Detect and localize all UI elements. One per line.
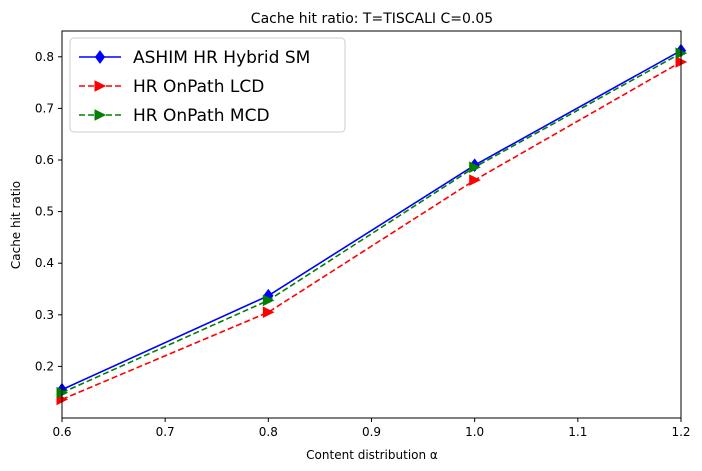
data-point [469,161,481,174]
x-axis-label: Content distribution α [306,448,438,462]
y-tick-label: 0.4 [35,256,54,270]
legend-marker [94,50,106,64]
y-tick-label: 0.7 [35,101,54,115]
y-tick-label: 0.8 [35,50,54,64]
x-tick-label: 0.9 [362,425,381,439]
y-axis: 0.2 0.3 0.4 0.5 0.6 0.7 0.8 [35,50,62,373]
legend-marker [94,80,107,92]
legend-box [69,37,346,133]
legend-entry: HR OnPath LCD [79,77,264,97]
legend-marker [94,109,107,121]
x-tick-label: 0.8 [259,425,278,439]
y-tick-label: 0.2 [35,359,54,373]
legend-label: HR OnPath MCD [133,106,270,126]
data-point [469,174,481,186]
series-line [61,61,682,401]
x-tick-label: 1.0 [465,425,484,439]
legend: ASHIM HR Hybrid SM HR OnPath LCD HR OnPath… [69,37,346,133]
series-line [61,52,682,394]
legend-label: HR OnPath LCD [133,77,264,97]
data-point [262,306,275,319]
x-tick-label: 0.6 [52,425,71,439]
x-tick-label: 0.7 [156,425,175,439]
legend-label: ASHIM HR Hybrid SM [133,48,310,68]
x-axis: 0.6 0.7 0.8 0.9 1.0 1.1 1.2 [52,418,691,439]
y-tick-label: 0.3 [35,308,54,322]
x-tick-label: 1.1 [568,425,587,439]
series-line [61,49,682,391]
x-tick-label: 1.2 [671,425,690,439]
legend-entry: HR OnPath MCD [79,106,270,126]
data-point [262,294,275,307]
y-axis-label: Cache hit ratio [9,181,23,269]
y-tick-label: 0.6 [35,153,54,167]
legend-entry: ASHIM HR Hybrid SM [79,48,310,68]
chart-title: Cache hit ratio: T=TISCALI C=0.05 [251,11,493,27]
y-tick-label: 0.5 [35,205,54,219]
